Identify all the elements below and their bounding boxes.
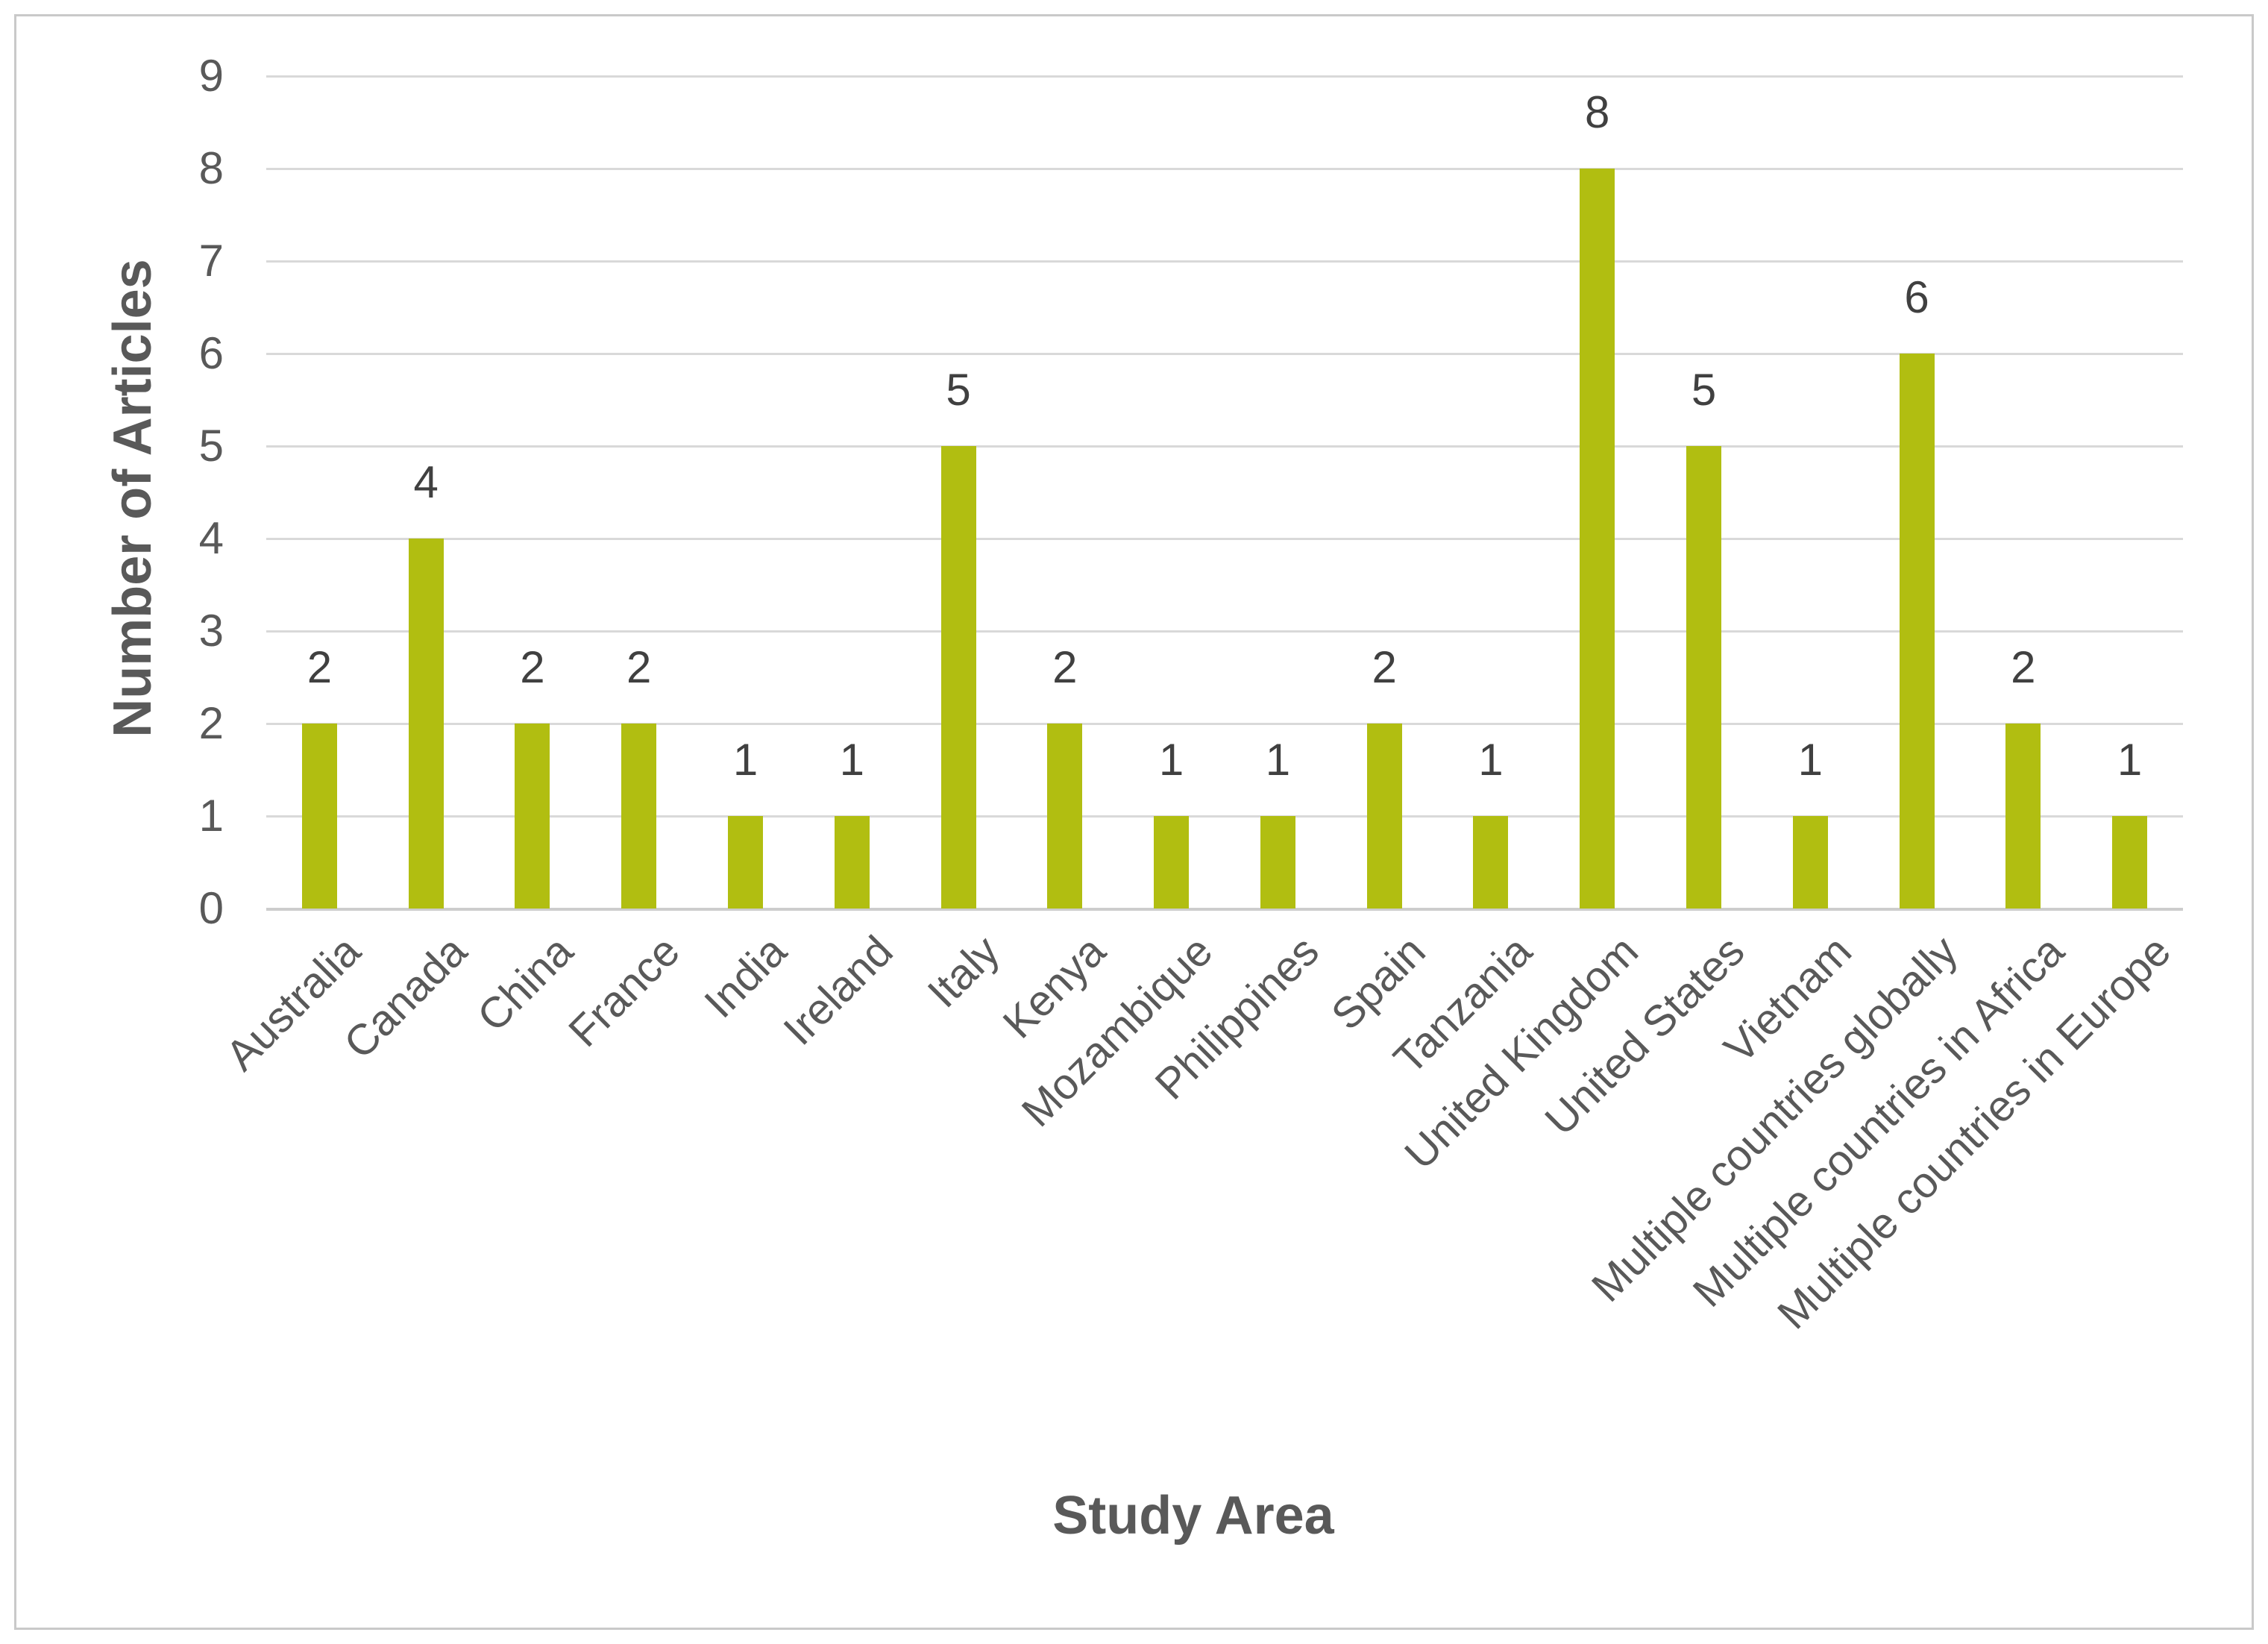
gridline-y-3 (266, 630, 2183, 633)
gridline-y-8 (266, 168, 2183, 170)
bar-france (621, 724, 657, 909)
bar-value-label-canada: 4 (413, 457, 439, 507)
bar-value-label-spain: 2 (1372, 642, 1397, 692)
y-tick-label-0: 0 (198, 883, 224, 933)
bar-value-label-philippines: 1 (1265, 735, 1291, 785)
y-tick-label-7: 7 (198, 236, 224, 286)
gridline-y-9 (266, 75, 2183, 78)
bar-tanzania (1473, 816, 1509, 909)
bar-china (515, 724, 550, 909)
bar-value-label-tanzania: 1 (1478, 735, 1504, 785)
bar-value-label-united-kingdom: 8 (1585, 87, 1610, 137)
bar-vietnam (1792, 816, 1828, 909)
gridline-y-6 (266, 353, 2183, 355)
bar-value-label-mozambique: 1 (1158, 735, 1184, 785)
gridline-y-7 (266, 260, 2183, 263)
bar-multiple-countries-in-europe (2112, 816, 2148, 909)
gridline-y-2 (266, 723, 2183, 725)
bar-united-states (1686, 446, 1721, 909)
bar-mozambique (1154, 816, 1190, 909)
bar-value-label-multiple-countries-globally: 6 (1904, 272, 1929, 322)
gridline-y-4 (266, 538, 2183, 540)
bar-value-label-multiple-countries-in-africa: 2 (2011, 642, 2036, 692)
bar-italy (940, 446, 976, 909)
bar-canada (408, 539, 444, 909)
bar-multiple-countries-in-africa (2005, 724, 2041, 909)
bar-kenya (1047, 724, 1083, 909)
y-tick-label-9: 9 (198, 51, 224, 101)
bar-philippines (1260, 816, 1295, 909)
bar-value-label-india: 1 (732, 735, 758, 785)
bar-value-label-multiple-countries-in-europe: 1 (2117, 735, 2143, 785)
gridline-y-5 (266, 445, 2183, 448)
gridline-y-0 (266, 908, 2183, 911)
bar-value-label-australia: 2 (307, 642, 333, 692)
bar-united-kingdom (1580, 169, 1615, 909)
bar-value-label-vietnam: 1 (1797, 735, 1823, 785)
y-tick-label-1: 1 (198, 791, 224, 841)
bar-value-label-china: 2 (520, 642, 545, 692)
bar-ireland (834, 816, 870, 909)
figure-border (14, 14, 2254, 1630)
gridline-y-1 (266, 815, 2183, 818)
bar-value-label-kenya: 2 (1052, 642, 1078, 692)
y-tick-label-2: 2 (198, 698, 224, 748)
bar-value-label-france: 2 (626, 642, 652, 692)
bar-spain (1366, 724, 1402, 909)
y-tick-label-3: 3 (198, 606, 224, 656)
bar-india (728, 816, 763, 909)
y-tick-label-6: 6 (198, 328, 224, 378)
y-tick-label-4: 4 (198, 513, 224, 563)
y-axis-title: Number of Articles (103, 259, 163, 738)
bar-value-label-united-states: 5 (1691, 365, 1717, 415)
bar-value-label-italy: 5 (946, 365, 971, 415)
y-tick-label-5: 5 (198, 421, 224, 471)
bar-australia (301, 724, 337, 909)
x-axis-title: Study Area (1052, 1486, 1334, 1546)
bar-value-label-ireland: 1 (839, 735, 864, 785)
y-tick-label-8: 8 (198, 143, 224, 193)
bar-multiple-countries-globally (1899, 354, 1935, 909)
